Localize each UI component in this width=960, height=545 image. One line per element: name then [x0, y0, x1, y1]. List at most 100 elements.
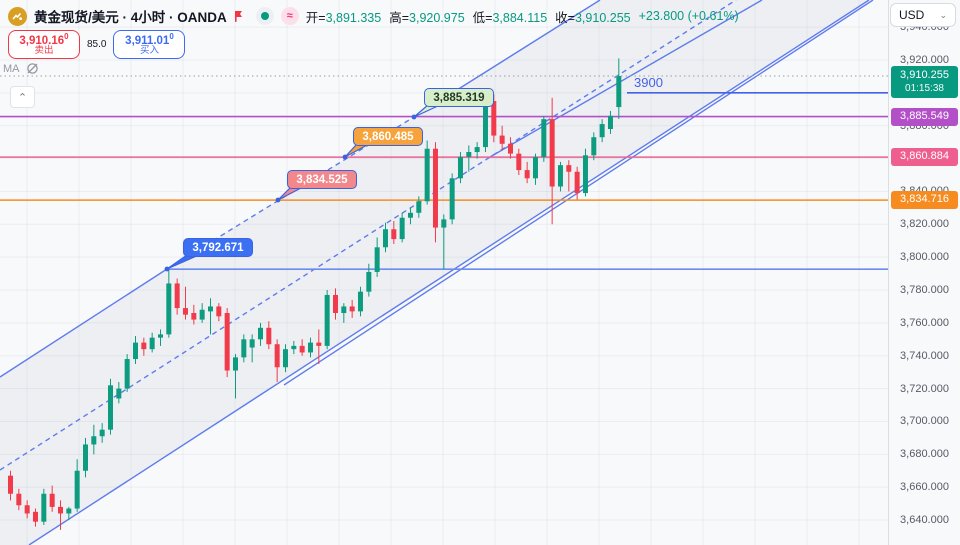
sell-button[interactable]: 3,910.160 卖出: [8, 30, 80, 59]
candle: [157, 334, 163, 338]
delayed-data-badge[interactable]: ≈: [280, 7, 299, 25]
candle: [399, 217, 405, 240]
market-open-dot-icon: [260, 12, 269, 20]
candle: [382, 229, 388, 248]
candle: [549, 119, 555, 187]
candle: [499, 135, 505, 144]
price-callout[interactable]: 3,834.525: [287, 170, 357, 189]
price-callout[interactable]: 3,885.319: [424, 88, 494, 107]
candle: [74, 470, 80, 509]
chevron-up-icon: ⌃: [17, 91, 28, 104]
price-callout[interactable]: 3,792.671: [183, 238, 253, 257]
callout-anchor-dot[interactable]: [342, 154, 348, 160]
current-price-value: 3,910.255: [900, 69, 949, 81]
candle: [166, 283, 172, 335]
candle: [82, 444, 88, 471]
candle: [466, 152, 472, 157]
spread-value: 85.0: [87, 39, 107, 50]
candle: [49, 493, 55, 507]
candle: [216, 306, 222, 317]
candle: [541, 119, 547, 157]
axis-tick-label: 3,660.000: [900, 481, 949, 494]
axis-level-badge: 3,885.549: [891, 107, 958, 126]
trend-line[interactable]: [0, 0, 737, 471]
candle: [291, 345, 297, 350]
indicator-row[interactable]: MA: [3, 62, 40, 75]
candle: [599, 124, 605, 138]
candle: [32, 511, 38, 522]
candle: [299, 345, 305, 353]
axis-level-badge: 3,860.884: [891, 148, 958, 167]
high-label: 高: [389, 10, 402, 25]
level-3900-label[interactable]: 3900: [634, 75, 663, 90]
open-label: 开: [305, 10, 319, 25]
candle: [99, 429, 105, 437]
price-axis[interactable]: 3,940.0003,920.0003,880.0003,840.0003,82…: [888, 0, 960, 545]
callout-anchor-dot[interactable]: [411, 114, 417, 120]
axis-tick-label: 3,720.000: [900, 382, 949, 395]
collapse-toolbar-button[interactable]: ⌃: [10, 86, 35, 108]
chart-header: 黄金现货/美元 · 4小时 · OANDA ≈ 开=3,891.335 高=3,…: [8, 5, 739, 27]
buy-price-sup: 0: [169, 31, 174, 41]
price-callout[interactable]: 3,860.485: [353, 127, 423, 146]
candle: [582, 155, 588, 194]
candle: [607, 115, 613, 130]
candle: [449, 178, 455, 220]
candle: [416, 201, 422, 213]
buy-button[interactable]: 3,911.010 买入: [113, 30, 186, 59]
candle: [307, 342, 313, 353]
trend-line[interactable]: [489, 0, 763, 158]
callout-anchor-dot[interactable]: [275, 197, 281, 203]
eye-hidden-icon[interactable]: [25, 62, 40, 75]
candle: [474, 147, 480, 153]
candle: [24, 505, 30, 514]
candle: [241, 339, 247, 358]
trend-line[interactable]: [28, 0, 870, 545]
trend-channel-fill: [0, 0, 869, 545]
candle: [616, 76, 622, 108]
market-open-badge[interactable]: [255, 7, 274, 25]
callout-anchor-dot[interactable]: [164, 266, 170, 272]
candle: [457, 156, 463, 179]
candle: [407, 212, 413, 218]
candle: [349, 306, 355, 312]
symbol-logo-icon[interactable]: [8, 6, 27, 26]
axis-tick-label: 3,640.000: [900, 514, 949, 527]
candle: [191, 313, 197, 320]
candle: [257, 327, 263, 340]
candle: [357, 291, 363, 312]
candle: [8, 475, 13, 494]
candle: [374, 247, 380, 272]
candle: [249, 339, 255, 348]
ohlc-readout: 开=3,891.335 高=3,920.975 低=3,884.115 收=3,…: [305, 9, 739, 25]
axis-tick-label: 3,740.000: [900, 349, 949, 362]
currency-value: USD: [899, 8, 925, 22]
currency-selector[interactable]: USD ⌄: [890, 3, 956, 27]
sell-label: 卖出: [34, 45, 54, 57]
candle: [282, 349, 288, 368]
flag-icon[interactable]: [234, 9, 249, 24]
axis-tick-label: 3,680.000: [900, 448, 949, 461]
candle: [324, 294, 330, 346]
candle: [207, 306, 213, 312]
axis-tick-label: 3,820.000: [900, 218, 949, 231]
candle: [482, 101, 488, 148]
candle: [432, 148, 438, 228]
candle: [566, 165, 572, 172]
low-label: 低: [472, 10, 486, 25]
candle: [66, 508, 72, 514]
candle: [174, 283, 180, 309]
axis-tick-label: 3,760.000: [900, 316, 949, 329]
trend-line[interactable]: [0, 268, 168, 378]
candle: [124, 359, 130, 389]
axis-level-badge: 3,834.716: [891, 191, 958, 210]
candle: [441, 219, 447, 228]
candle: [507, 143, 513, 154]
axis-tick-label: 3,780.000: [900, 284, 949, 297]
candle: [316, 342, 322, 346]
current-price-badge: 3,910.255 01:15:38: [891, 66, 958, 98]
symbol-title[interactable]: 黄金现货/美元 · 4小时 · OANDA: [34, 10, 227, 25]
candle: [516, 153, 522, 171]
